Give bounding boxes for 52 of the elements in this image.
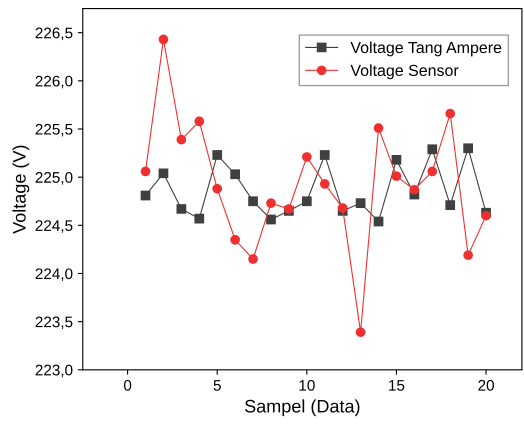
point [266,198,276,208]
y-axis-title: Voltage (V) [12,146,30,234]
point [427,144,438,154]
x-tick-label: 0 [124,380,132,391]
point [302,196,312,206]
point [194,116,204,126]
x-tick-label: 5 [214,380,221,391]
point [140,190,150,200]
legend-label: Voltage Tang Ampere [350,41,502,56]
point [338,203,348,213]
x-tick-label: 15 [389,380,404,391]
point [356,327,366,338]
point [140,166,150,176]
y-tick-label: 226,5 [36,28,72,40]
point [445,108,456,118]
point [158,168,168,178]
point [230,234,240,245]
point [302,152,312,162]
y-tick-label: 224,0 [36,268,72,281]
point [248,254,258,264]
point [445,200,456,210]
y-tick-label: 226,0 [36,76,72,88]
point [176,204,186,214]
point [320,150,330,160]
point [248,196,258,206]
point [463,143,473,154]
y-tick-label: 223,5 [36,316,72,330]
point [392,154,402,165]
point [158,34,168,44]
point [427,166,438,176]
point [320,179,330,189]
point [194,214,204,224]
point [176,134,186,144]
y-tick-label: 225,0 [36,172,72,185]
legend-label: Voltage Sensor [350,64,458,80]
point [374,123,384,133]
point [212,184,222,194]
point [374,216,384,226]
point [481,210,491,221]
x-tick-label: 10 [300,380,315,391]
y-tick-label: 225,5 [36,124,72,136]
point [392,171,402,182]
y-tick-label: 224,5 [36,220,72,233]
point [230,169,240,180]
x-tick-label: 20 [478,380,494,391]
x-axis-title: Sampel (Data) [244,399,360,416]
point [266,214,276,224]
point [410,184,420,195]
y-tick-label: 223,0 [36,364,72,378]
point [356,198,366,208]
point [463,250,473,260]
point [212,150,222,160]
